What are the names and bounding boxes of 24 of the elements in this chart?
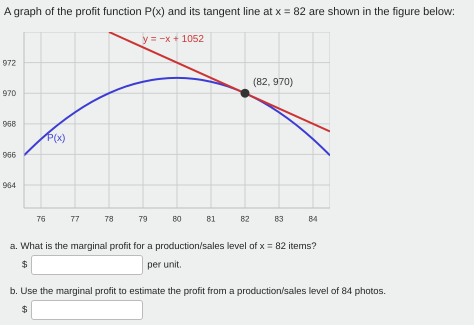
x-tick-label: 84 bbox=[308, 214, 318, 224]
y-tick-label: 966 bbox=[2, 150, 17, 160]
x-tick-label: 81 bbox=[206, 214, 216, 224]
series-label: P(x) bbox=[47, 133, 66, 144]
x-tick-label: 83 bbox=[274, 214, 284, 224]
x-tick-label: 78 bbox=[104, 214, 114, 224]
text: a. What is the marginal profit for a production/sales level of x = 82 items? bbox=[10, 240, 318, 253]
text: b. Use the marginal profit to estimate the profit from a production/sales level of 84 photos. bbox=[10, 285, 386, 298]
chart-title: A graph of the profit function P(x) and its tangent line at x = 82 are shown in the figure below: bbox=[4, 6, 455, 18]
text: $ bbox=[22, 304, 28, 318]
y-tick-label: 968 bbox=[2, 120, 17, 129]
text: $ bbox=[22, 260, 28, 271]
text: per unit. bbox=[147, 260, 182, 271]
series-label: y = −x + 1052 bbox=[143, 34, 204, 45]
x-tick-label: 79 bbox=[138, 214, 148, 224]
x-tick-label: 77 bbox=[70, 214, 80, 224]
y-tick-label: 970 bbox=[2, 89, 17, 98]
x-tick-label: 82 bbox=[240, 214, 250, 224]
series-label: (82, 970) bbox=[253, 77, 294, 88]
y-tick-label: 972 bbox=[2, 58, 17, 68]
y-tick-label: 964 bbox=[2, 180, 17, 190]
x-tick-label: 76 bbox=[36, 214, 46, 224]
x-tick-label: 80 bbox=[172, 214, 182, 224]
line-series bbox=[24, 76, 330, 156]
